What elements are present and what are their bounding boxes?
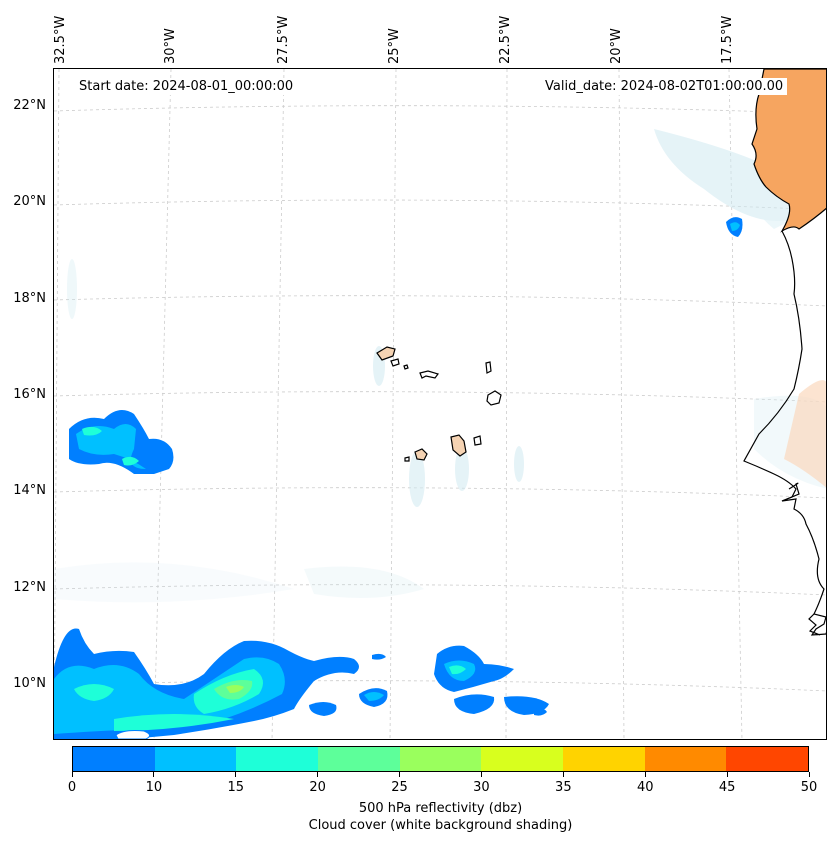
colorbar-tick-label: 0 <box>67 780 77 795</box>
colorbar-segment-8 <box>726 747 809 771</box>
colorbar-tick-label: 35 <box>555 780 572 795</box>
parallel-16n <box>54 391 826 403</box>
colorbar-tick-mark <box>562 772 564 777</box>
reflectivity-island-cluster-north <box>726 217 743 237</box>
colorbar-tick-mark <box>399 772 401 777</box>
colorbar-segment-4 <box>399 747 482 771</box>
gridlines <box>54 69 826 739</box>
parallel-20n <box>54 199 826 211</box>
colorbar-tick-mark <box>71 772 73 777</box>
colorbar-segment-0 <box>73 747 155 771</box>
colorbar-segment-5 <box>481 747 564 771</box>
reflectivity-south-east-cluster <box>434 645 549 716</box>
reflectivity-south-band <box>54 628 359 739</box>
start-date-label: Start date: 2024-08-01_00:00:00 <box>75 78 298 95</box>
parallel-14n <box>54 487 826 499</box>
island-brava <box>404 456 410 462</box>
colorbar-tick-mark <box>480 772 482 777</box>
reflectivity-nw-cluster <box>69 410 174 474</box>
lon-label-17-5w: 17.5°W <box>720 15 735 64</box>
lat-label-14n: 14°N <box>13 483 46 498</box>
island-sal <box>485 361 492 374</box>
lat-label-16n: 16°N <box>13 387 46 402</box>
colorbar-tick-mark <box>153 772 155 777</box>
meridian-22-5w <box>505 69 508 739</box>
colorbar-label-reflectivity: 500 hPa reflectivity (dbz) <box>358 801 523 816</box>
colorbar-tick-mark <box>726 772 728 777</box>
colorbar-segment-2 <box>236 747 319 771</box>
meridian-20w <box>618 69 625 739</box>
colorbar-tick-label: 20 <box>309 780 326 795</box>
colorbar-segment-3 <box>318 747 400 771</box>
valid-date-label: Valid_date: 2024-08-02T01:00:00.00 <box>541 78 788 95</box>
island-santiago <box>450 434 467 457</box>
map-panel <box>53 68 827 740</box>
parallel-22n <box>54 105 826 115</box>
meridian-27-5w <box>271 69 285 739</box>
island-santa-luzia <box>403 364 409 370</box>
parallel-10n <box>54 680 826 692</box>
coastline-senegal-river <box>781 482 800 502</box>
colorbar-tick-label: 15 <box>227 780 245 795</box>
reflectivity-south-small <box>309 653 388 716</box>
colorbar-segment-6 <box>563 747 645 771</box>
land-west-africa <box>751 69 826 233</box>
island-santo-antao <box>376 346 396 361</box>
colorbar-tick-label: 40 <box>636 780 654 795</box>
colorbar-tick-mark <box>235 772 237 777</box>
lat-label-12n: 12°N <box>13 580 46 595</box>
lat-label-10n: 10°N <box>13 676 46 691</box>
lat-label-20n: 20°N <box>13 194 46 209</box>
coastline-guinea <box>808 613 821 636</box>
colorbar-segment-1 <box>154 747 237 771</box>
colorbar-segment-7 <box>644 747 727 771</box>
meridian-17-5w <box>728 69 743 739</box>
coastline-west-africa <box>743 230 826 636</box>
island-sao-vicente <box>390 358 400 367</box>
lon-label-30w: 30°W <box>163 28 178 64</box>
meridian-30w <box>153 69 172 739</box>
colorbar-tick-mark <box>808 772 810 777</box>
colorbar-tick-label: 50 <box>800 780 818 795</box>
colorbar-tick-label: 45 <box>718 780 736 795</box>
island-sao-nicolau <box>419 370 439 379</box>
lon-label-27-5w: 27.5°W <box>276 15 291 64</box>
island-maio <box>473 435 482 446</box>
lon-label-20w: 20°W <box>609 28 624 64</box>
cloud-shading <box>54 129 826 713</box>
colorbar-tick-label: 10 <box>145 780 163 795</box>
parallel-18n <box>54 295 826 307</box>
lon-label-22-5w: 22.5°W <box>498 15 513 64</box>
meridian-25w <box>389 69 397 739</box>
colorbar-tick-mark <box>644 772 646 777</box>
cape-verde-islands <box>376 346 502 462</box>
colorbar-label-cloud-cover: Cloud cover (white background shading) <box>308 818 573 833</box>
colorbar-tick-label: 25 <box>391 780 408 795</box>
lon-label-25w: 25°W <box>387 28 402 64</box>
meridian-32-5w <box>54 69 60 739</box>
colorbar-tick-mark <box>317 772 319 777</box>
land-africa-south-shading <box>784 380 826 488</box>
map-canvas <box>54 69 826 739</box>
island-fogo <box>414 448 428 461</box>
lon-label-32-5w: 32.5°W <box>53 15 68 64</box>
colorbar <box>72 746 809 772</box>
island-boa-vista <box>486 390 502 406</box>
lat-label-22n: 22°N <box>13 98 46 113</box>
lat-label-18n: 18°N <box>13 291 46 306</box>
colorbar-tick-label: 30 <box>473 780 490 795</box>
parallel-12n <box>54 584 826 596</box>
